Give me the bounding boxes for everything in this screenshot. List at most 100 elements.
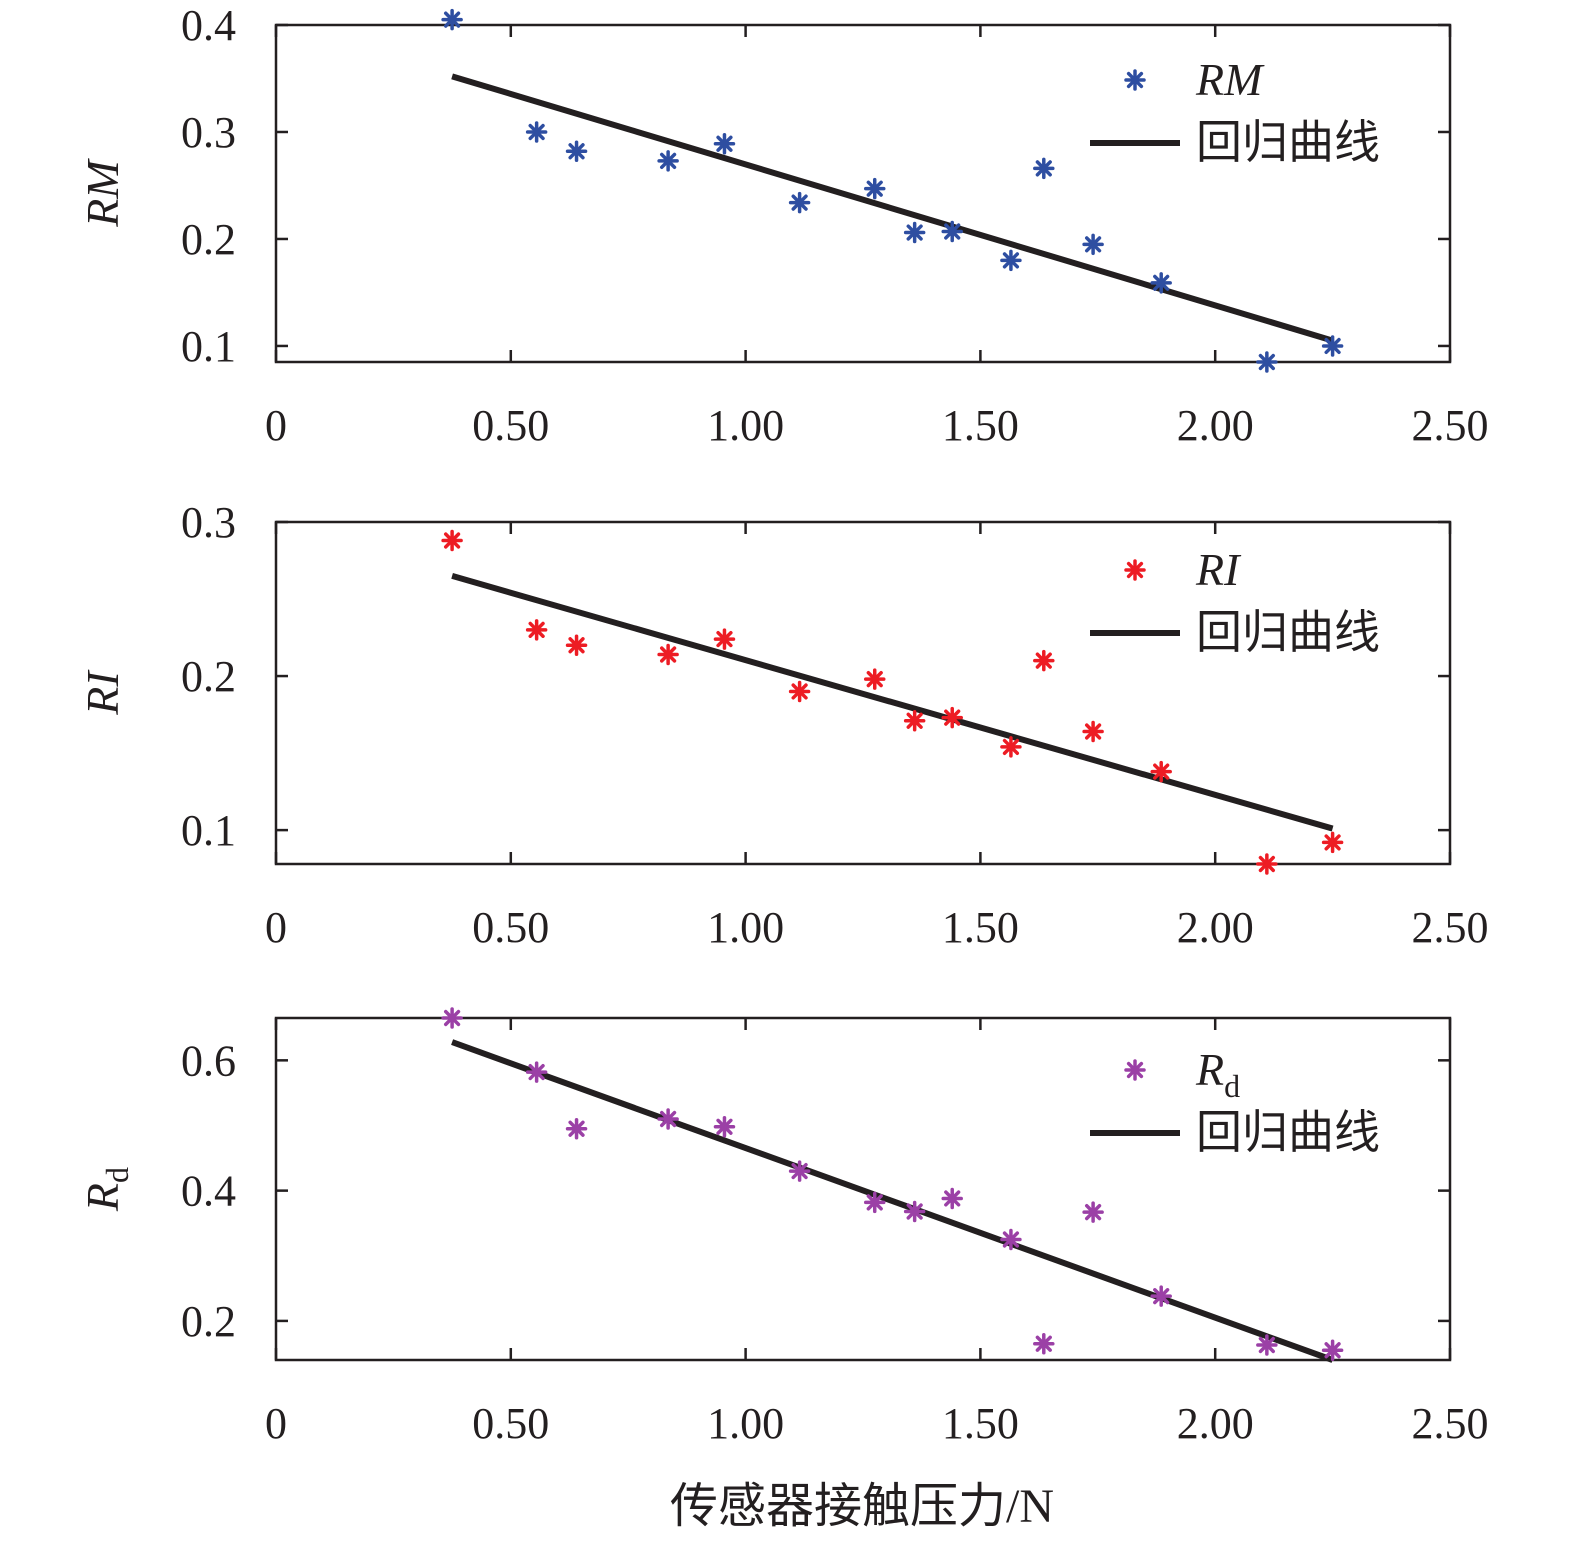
y-tick-label: 0.4 bbox=[181, 1, 236, 50]
data-point bbox=[1256, 351, 1278, 373]
data-point bbox=[1000, 249, 1022, 272]
data-point bbox=[1150, 272, 1172, 294]
legend: RI 回归曲线 bbox=[1090, 544, 1380, 658]
data-point bbox=[788, 1160, 811, 1182]
y-tick-label: 0.2 bbox=[181, 652, 236, 701]
data-point bbox=[1000, 736, 1022, 758]
y-axis-title-sub: d bbox=[99, 1167, 135, 1183]
data-point bbox=[941, 1187, 963, 1210]
data-point bbox=[903, 221, 926, 244]
x-axis-title: 传感器接触压力/N bbox=[670, 1480, 1054, 1533]
y-tick-label: 0.2 bbox=[181, 215, 236, 264]
data-point bbox=[863, 1191, 886, 1214]
x-tick-label: 2.00 bbox=[1177, 903, 1254, 952]
data-point bbox=[657, 1108, 679, 1130]
data-point bbox=[1000, 1228, 1022, 1251]
data-point bbox=[1082, 1201, 1104, 1223]
x-tick-label: 2.50 bbox=[1412, 1399, 1489, 1448]
legend: RM 回归曲线 bbox=[1090, 54, 1380, 168]
legend-marker bbox=[1124, 69, 1146, 91]
regression-line bbox=[451, 73, 1334, 344]
y-tick-label: 0.3 bbox=[181, 498, 236, 547]
x-tick-label: 1.50 bbox=[942, 401, 1019, 450]
data-point bbox=[1150, 1285, 1172, 1307]
data-point bbox=[1321, 335, 1344, 357]
data-point bbox=[441, 529, 463, 552]
data-point bbox=[713, 628, 736, 650]
x-tick-label: 0 bbox=[265, 903, 287, 952]
y-axis-title: Rd bbox=[77, 1167, 135, 1212]
data-point bbox=[1033, 157, 1055, 180]
data-point bbox=[1033, 1332, 1055, 1355]
data-point bbox=[1256, 853, 1278, 875]
x-tick-label: 2.50 bbox=[1412, 903, 1489, 952]
x-tick-label: 1.50 bbox=[942, 903, 1019, 952]
data-point bbox=[1321, 1339, 1344, 1361]
y-axis-title-main: R bbox=[77, 1183, 128, 1212]
y-tick-label: 0.1 bbox=[181, 322, 236, 371]
data-point bbox=[863, 668, 886, 690]
data-point bbox=[441, 1007, 463, 1029]
data-point bbox=[903, 1200, 926, 1223]
legend-marker bbox=[1124, 1059, 1146, 1081]
x-tick-label: 2.00 bbox=[1177, 401, 1254, 450]
x-tick-label: 1.00 bbox=[707, 1399, 784, 1448]
x-tick-label: 2.50 bbox=[1412, 401, 1489, 450]
y-axis-title-main: RM bbox=[77, 158, 128, 228]
y-tick-label: 0.6 bbox=[181, 1036, 236, 1085]
plot-frame bbox=[274, 23, 1452, 364]
data-point bbox=[1033, 649, 1055, 672]
legend-label-points: Rd bbox=[1195, 1044, 1240, 1104]
x-tick-label: 1.00 bbox=[707, 903, 784, 952]
plot-frame bbox=[274, 520, 1452, 866]
y-axis-title: RM bbox=[77, 158, 128, 228]
y-tick-label: 0.2 bbox=[181, 1297, 236, 1346]
x-tick-label: 0 bbox=[265, 401, 287, 450]
data-point bbox=[565, 634, 588, 656]
data-point bbox=[1082, 720, 1104, 743]
panel-rm: 0 0.50 1.00 1.50 2.00 2.50 0.1 0.2 0.3 0.4 RM RM 回归曲… bbox=[77, 1, 1489, 450]
x-tick-label: 2.00 bbox=[1177, 1399, 1254, 1448]
data-point bbox=[941, 220, 963, 243]
x-tick-label: 1.00 bbox=[707, 401, 784, 450]
x-tick-label: 0 bbox=[265, 1399, 287, 1448]
legend-label-points: RI bbox=[1195, 544, 1242, 595]
data-point bbox=[1150, 760, 1172, 783]
regression-line bbox=[451, 573, 1334, 832]
y-tick-label: 0.3 bbox=[181, 108, 236, 157]
legend-label-regression: 回归曲线 bbox=[1196, 117, 1380, 168]
data-point bbox=[525, 619, 548, 641]
legend-label-regression: 回归曲线 bbox=[1196, 607, 1380, 658]
y-tick-label: 0.4 bbox=[181, 1167, 236, 1216]
data-point bbox=[441, 8, 463, 31]
data-point bbox=[863, 177, 886, 200]
data-point bbox=[1256, 1334, 1278, 1356]
legend-label-regression: 回归曲线 bbox=[1196, 1107, 1380, 1158]
x-tick-label: 1.50 bbox=[942, 1399, 1019, 1448]
x-tick-label: 0.50 bbox=[472, 1399, 549, 1448]
panel-ri: 0 0.50 1.00 1.50 2.00 2.50 0.1 0.2 0.3 RI RI 回归曲线 bbox=[77, 498, 1489, 952]
data-point bbox=[1082, 233, 1104, 256]
y-tick-label: 0.1 bbox=[181, 806, 236, 855]
legend-marker bbox=[1124, 559, 1146, 581]
y-axis-title: RI bbox=[77, 669, 128, 716]
data-point bbox=[565, 140, 588, 162]
data-point bbox=[565, 1117, 588, 1140]
data-point bbox=[657, 150, 679, 172]
data-point bbox=[903, 709, 926, 732]
y-axis-title-main: RI bbox=[77, 669, 128, 716]
x-tick-label: 0.50 bbox=[472, 401, 549, 450]
data-point bbox=[525, 1061, 548, 1083]
data-point bbox=[713, 1116, 736, 1138]
data-point bbox=[1321, 831, 1344, 854]
data-point bbox=[788, 680, 811, 703]
x-tick-label: 0.50 bbox=[472, 903, 549, 952]
data-point bbox=[713, 133, 736, 155]
plot-frame bbox=[274, 1016, 1452, 1362]
data-point bbox=[941, 706, 963, 729]
legend-label-points: RM bbox=[1195, 54, 1265, 105]
data-point bbox=[788, 191, 811, 214]
